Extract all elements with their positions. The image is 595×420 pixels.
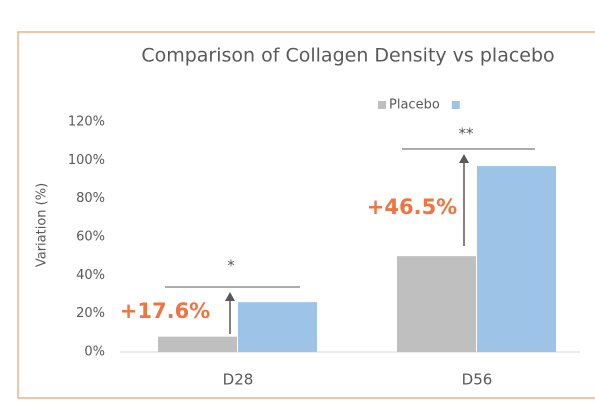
x-tick-label: D28 bbox=[223, 371, 254, 389]
y-tick-label: 100% bbox=[68, 153, 105, 168]
annotation: ** bbox=[459, 125, 475, 143]
annotation: +46.5% bbox=[367, 195, 457, 219]
bar bbox=[158, 336, 237, 352]
y-axis-label: Variation (%) bbox=[35, 183, 50, 267]
arrow-head bbox=[225, 292, 235, 301]
y-tick-label: 120% bbox=[68, 115, 105, 130]
legend-label: Placebo bbox=[389, 98, 440, 113]
bar bbox=[238, 302, 317, 352]
annotation: * bbox=[227, 257, 235, 275]
legend-swatch bbox=[378, 101, 386, 109]
y-tick-label: 0% bbox=[84, 345, 105, 360]
legend-swatch bbox=[451, 101, 460, 109]
annotation: +17.6% bbox=[120, 299, 210, 323]
y-tick-label: 80% bbox=[76, 191, 105, 206]
y-tick-label: 60% bbox=[76, 230, 105, 245]
x-tick-label: D56 bbox=[462, 371, 493, 389]
chart-title: Comparison of Collagen Density vs placeb… bbox=[141, 45, 554, 67]
arrow-head bbox=[459, 154, 469, 163]
bar bbox=[477, 166, 556, 352]
chart-frame bbox=[17, 31, 595, 399]
y-tick-label: 20% bbox=[76, 306, 105, 321]
y-tick-label: 40% bbox=[76, 268, 105, 283]
bar bbox=[397, 256, 476, 352]
